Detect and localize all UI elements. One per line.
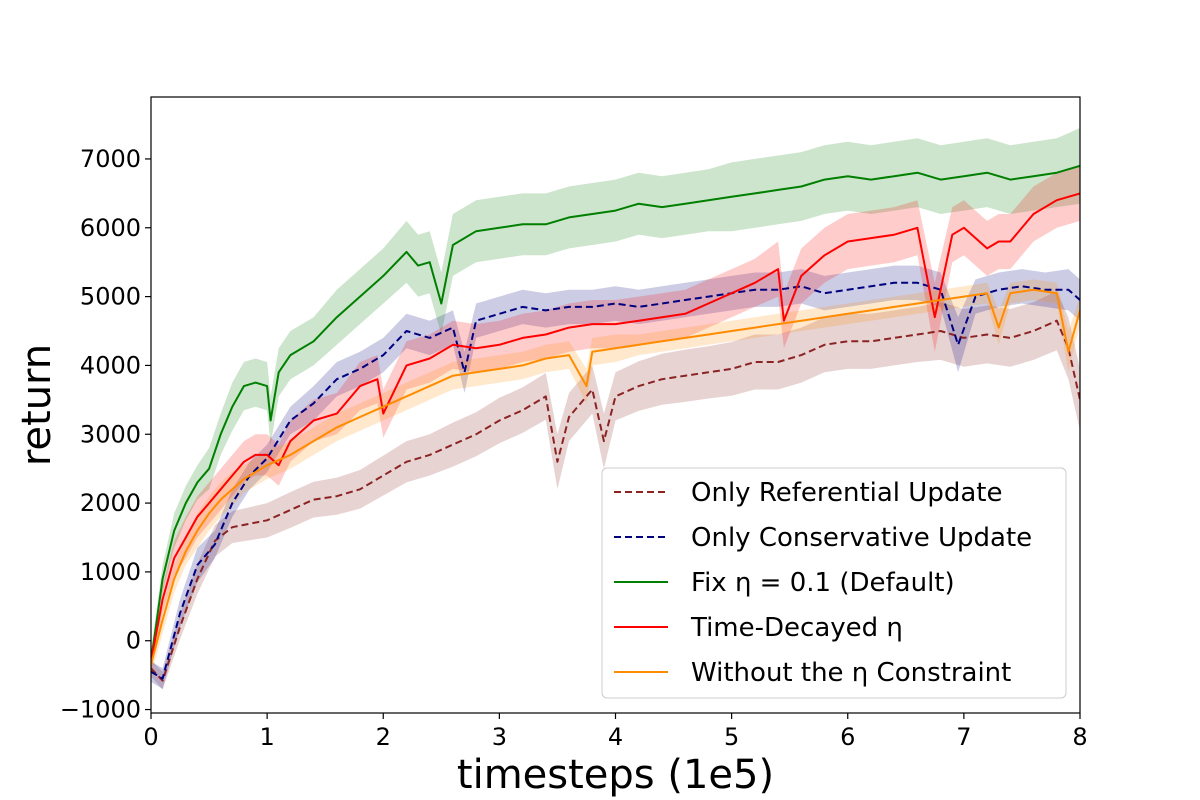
y-tick-label: 7000 (80, 145, 141, 173)
y-tick-label: 4000 (80, 351, 141, 379)
x-tick-label: 0 (143, 723, 158, 751)
y-tick-label: 6000 (80, 214, 141, 242)
x-tick-label: 5 (724, 723, 739, 751)
x-tick-label: 2 (376, 723, 391, 751)
band-series-5 (151, 279, 1080, 676)
y-tick-label: 1000 (80, 558, 141, 586)
y-tick-label: 3000 (80, 420, 141, 448)
line-series-3 (151, 164, 1080, 662)
line-series-5 (151, 288, 1080, 666)
legend-label-4: Time-Decayed η (690, 613, 903, 643)
x-tick-label: 7 (956, 723, 971, 751)
x-tick-label: 1 (259, 723, 274, 751)
series-lines (151, 164, 1080, 682)
y-tick-label: 0 (126, 627, 141, 655)
legend-label-3: Fix η = 0.1 (Default) (691, 568, 955, 598)
confidence-bands (151, 128, 1080, 690)
x-axis-ticks: 0 1 2 3 4 5 6 7 8 (143, 713, 1088, 751)
legend: Only Referential Update Only Conservative… (601, 467, 1067, 699)
y-axis-label: return (14, 344, 60, 466)
band-series-3 (151, 128, 1080, 672)
y-tick-label: −1000 (60, 696, 141, 724)
band-series-1 (151, 291, 1080, 690)
line-series-1 (151, 319, 1080, 682)
line-series-4 (151, 192, 1080, 662)
y-tick-label: 5000 (80, 283, 141, 311)
x-tick-label: 3 (492, 723, 507, 751)
legend-label-1: Only Referential Update (691, 478, 1002, 508)
x-tick-label: 4 (608, 723, 623, 751)
band-series-2 (151, 265, 1080, 689)
legend-box (601, 467, 1067, 699)
x-tick-label: 8 (1072, 723, 1087, 751)
x-axis-label: timesteps (1e5) (457, 752, 774, 798)
legend-label-5: Without the η Constraint (691, 658, 1011, 688)
band-series-4 (151, 165, 1080, 672)
line-series-2 (151, 281, 1080, 680)
y-tick-label: 2000 (80, 489, 141, 517)
x-tick-label: 6 (840, 723, 855, 751)
legend-label-2: Only Conservative Update (691, 523, 1032, 553)
y-axis-ticks: −1000 0 1000 2000 3000 4000 5000 6000 7000 (60, 145, 151, 724)
